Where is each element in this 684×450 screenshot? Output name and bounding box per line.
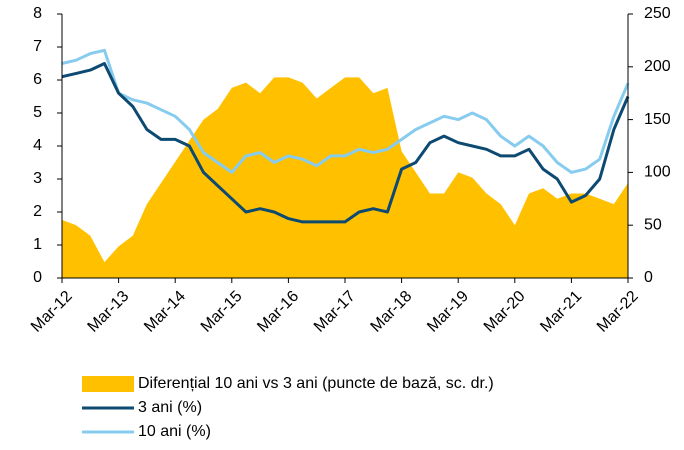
legend-label: 3 ani (%) [138, 399, 202, 416]
line [61, 62, 630, 224]
y-tick-label: 1 [33, 236, 42, 253]
y-tick-label: 4 [33, 137, 42, 154]
y-tick-label: 8 [33, 5, 42, 22]
x-tick-label: Mar-22 [594, 288, 642, 336]
y2-tick-label: 50 [644, 216, 662, 233]
y-tick-label: 6 [33, 71, 42, 88]
y-tick-label: 0 [33, 269, 42, 286]
y2-tick-label: 100 [644, 164, 671, 181]
x-tick-label: Mar-17 [311, 288, 359, 336]
legend-swatch [82, 376, 134, 392]
y2-tick-label: 200 [644, 58, 671, 75]
legend-label: 10 ani (%) [138, 423, 211, 440]
x-tick-label: Mar-13 [85, 288, 133, 336]
line [61, 48, 630, 174]
y-tick-label: 5 [33, 104, 42, 121]
x-tick-label: Mar-21 [537, 288, 585, 336]
y-tick-label: 2 [33, 203, 42, 220]
y-tick-label: 7 [33, 38, 42, 55]
y2-tick-label: 250 [644, 5, 671, 22]
x-tick-label: Mar-18 [368, 288, 416, 336]
legend-label: Diferențial 10 ani vs 3 ani (puncte de b… [138, 375, 494, 392]
y2-tick-label: 0 [644, 269, 653, 286]
x-tick-label: Mar-16 [254, 288, 302, 336]
x-tick-label: Mar-20 [481, 288, 529, 336]
y-tick-label: 3 [33, 170, 42, 187]
x-tick-label: Mar-14 [141, 288, 189, 336]
x-tick-label: Mar-12 [28, 288, 76, 336]
x-tick-label: Mar-19 [424, 288, 472, 336]
y2-tick-label: 150 [644, 111, 671, 128]
x-tick-label: Mar-15 [198, 288, 246, 336]
area [62, 77, 628, 278]
